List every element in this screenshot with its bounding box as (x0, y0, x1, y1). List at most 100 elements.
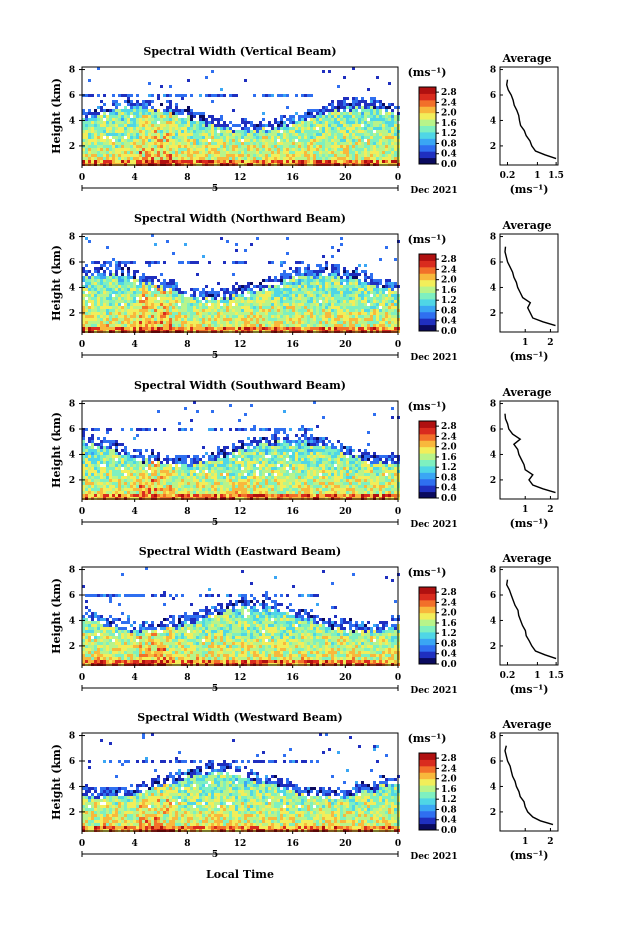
colorbar-swatch (419, 131, 436, 139)
colorbar-unit: (ms⁻¹) (408, 566, 447, 579)
colorbar-swatch (419, 298, 436, 306)
x-tick-label: 4 (132, 507, 138, 517)
x-tick-label: 8 (184, 839, 190, 849)
day-label: 5 (212, 184, 218, 194)
x-tick-label: 12 (234, 839, 247, 849)
avg-y-tick-label: 4 (490, 450, 496, 460)
y-tick-label: 6 (69, 425, 75, 435)
colorbar-tick-label: 0.4 (441, 816, 457, 826)
avg-profile-line (504, 246, 556, 327)
avg-x-tick-label: 1.5 (548, 171, 564, 181)
y-tick-label: 6 (69, 91, 75, 101)
x-tick-label: 12 (234, 173, 247, 183)
colorbar-frame (418, 420, 437, 499)
avg-y-tick-label: 2 (490, 142, 496, 152)
x-tick-label: 4 (132, 173, 138, 183)
colorbar-swatch (419, 606, 436, 614)
x-tick-label: 0 (395, 507, 401, 517)
x-tick-label: 20 (339, 340, 352, 350)
colorbar-swatch (419, 651, 436, 659)
date-label: Dec 2021 (410, 852, 457, 862)
date-label: Dec 2021 (410, 520, 457, 530)
colorbar-swatch (419, 311, 436, 319)
colorbar-swatch (419, 485, 436, 493)
colorbar-swatch (419, 99, 436, 107)
avg-y-tick-label: 8 (490, 566, 496, 576)
avg-x-tick-label: 1 (522, 505, 528, 515)
colorbar-swatch (419, 765, 436, 773)
x-tick-label: 20 (339, 173, 352, 183)
y-tick-label: 6 (69, 591, 75, 601)
y-tick-label: 2 (69, 642, 75, 652)
colorbar-frame (418, 86, 437, 165)
colorbar-swatch (419, 625, 436, 633)
y-tick-label: 4 (69, 283, 75, 293)
x-tick-label: 8 (184, 507, 190, 517)
colorbar-tick-label: 0.8 (441, 805, 457, 815)
colorbar-swatch (419, 254, 436, 261)
colorbar-swatch (419, 465, 436, 473)
colorbar-tick-label: 1.2 (441, 629, 457, 639)
colorbar-tick-label: 2.8 (441, 754, 457, 764)
colorbar-swatch (419, 657, 436, 665)
colorbar-swatch (419, 785, 436, 792)
avg-title: Average (501, 52, 551, 65)
avg-x-tick-label: 1 (534, 671, 540, 681)
colorbar-frame (418, 253, 437, 332)
y-axis-label: Height (km) (50, 245, 63, 321)
avg-y-tick-label: 2 (490, 476, 496, 486)
colorbar-swatch (419, 797, 436, 805)
colorbar-tick-label: 0.8 (441, 639, 457, 649)
x-tick-label: 16 (286, 173, 299, 183)
y-tick-label: 8 (69, 400, 75, 410)
avg-frame (499, 233, 559, 333)
x-tick-label: 0 (79, 173, 85, 183)
colorbar-unit: (ms⁻¹) (408, 66, 447, 79)
colorbar-swatch (419, 125, 436, 133)
avg-title: Average (501, 718, 551, 731)
avg-y-tick-label: 6 (490, 258, 496, 268)
avg-y-tick-label: 6 (490, 757, 496, 767)
colorbar-unit: (ms⁻¹) (408, 400, 447, 413)
colorbar-swatch (419, 119, 436, 126)
heatmap-cells (82, 567, 400, 666)
colorbar-tick-label: 1.6 (441, 286, 457, 296)
colorbar-swatch (419, 93, 436, 101)
colorbar-swatch (419, 472, 436, 480)
panel-title: Spectral Width (Eastward Beam) (139, 545, 341, 558)
avg-x-label: (ms⁻¹) (510, 517, 549, 530)
avg-profile-line (504, 745, 554, 826)
avg-frame (499, 566, 559, 666)
colorbar-swatch (419, 453, 436, 460)
avg-y-tick-label: 4 (490, 283, 496, 293)
colorbar-frame (418, 752, 437, 831)
y-tick-label: 2 (69, 476, 75, 486)
avg-y-tick-label: 6 (490, 591, 496, 601)
y-axis-label: Height (km) (50, 78, 63, 154)
colorbar-tick-label: 1.2 (441, 296, 457, 306)
colorbar-swatch (419, 810, 436, 818)
colorbar-tick-label: 1.6 (441, 453, 457, 463)
colorbar-swatch (419, 427, 436, 435)
colorbar-swatch (419, 144, 436, 152)
colorbar-swatch (419, 823, 436, 831)
day-label: 5 (212, 850, 218, 860)
y-tick-label: 2 (69, 808, 75, 818)
colorbar-swatch (419, 87, 436, 94)
avg-x-tick-label: 2 (547, 505, 553, 515)
x-axis-label: Local Time (206, 868, 274, 881)
colorbar-swatch (419, 446, 436, 454)
colorbar-swatch (419, 273, 436, 281)
colorbar-tick-label: 0.8 (441, 306, 457, 316)
colorbar-swatch (419, 459, 436, 467)
y-tick-label: 6 (69, 258, 75, 268)
avg-profile-line (504, 413, 556, 494)
avg-y-tick-label: 8 (490, 233, 496, 243)
avg-x-label: (ms⁻¹) (510, 350, 549, 363)
colorbar-frame (418, 586, 437, 665)
colorbar-swatch (419, 638, 436, 646)
colorbar-swatch (419, 286, 436, 293)
x-tick-label: 8 (184, 173, 190, 183)
colorbar-swatch (419, 772, 436, 780)
